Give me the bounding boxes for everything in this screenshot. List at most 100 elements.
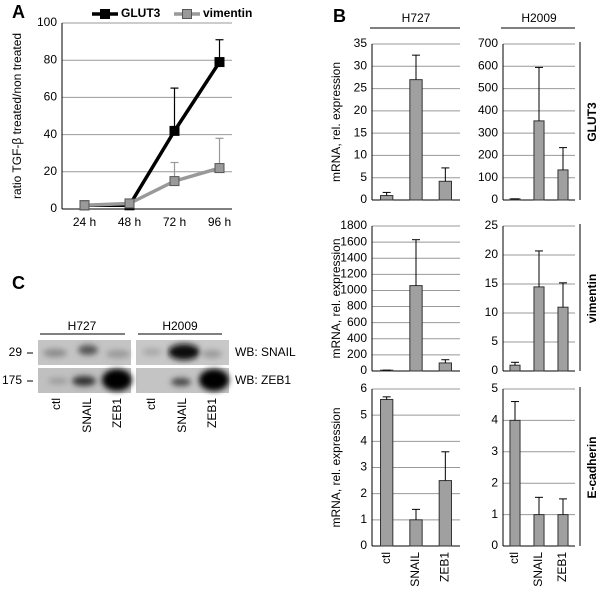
column-title: H727 <box>402 11 431 25</box>
lane-label: ZEB1 <box>110 398 124 428</box>
y-tick-label: 20 <box>44 164 58 178</box>
y-tick-label: 25 <box>354 81 368 95</box>
y-tick-label: 35 <box>354 36 368 50</box>
y-tick-label: 2 <box>491 475 498 489</box>
y-tick-label: 100 <box>37 15 57 29</box>
legend-label: GLUT3 <box>121 6 161 20</box>
lane-label: ctl <box>144 398 158 410</box>
y-tick-label: 1000 <box>340 283 367 297</box>
y-tick-label: 5 <box>491 381 498 395</box>
y-tick-label: 40 <box>44 127 58 141</box>
y-tick-label: 400 <box>478 103 498 117</box>
legend-marker <box>100 9 110 19</box>
y-tick-label: 0 <box>491 363 498 377</box>
y-tick-label: 700 <box>478 36 498 50</box>
y-axis-label: mRNA, rel. expression <box>329 62 343 182</box>
row-label: GLUT3 <box>585 102 599 142</box>
legend-marker <box>182 9 192 19</box>
y-tick-label: 1200 <box>340 267 367 281</box>
y-tick-label: 0 <box>50 201 57 215</box>
y-tick-label: 1600 <box>340 234 367 248</box>
y-tick-label: 600 <box>478 58 498 72</box>
lane-label: ctl <box>49 398 63 410</box>
y-tick-label: 3 <box>491 444 498 458</box>
y-tick-label: 400 <box>347 331 367 345</box>
y-tick-label: 1400 <box>340 250 367 264</box>
panel-label: B <box>333 6 346 26</box>
y-tick-label: 2 <box>360 486 367 500</box>
y-tick-label: 20 <box>354 103 368 117</box>
point <box>169 176 180 187</box>
antibody-label: WB: SNAIL <box>235 345 296 359</box>
x-tick-label: ctl <box>507 552 521 564</box>
panel-label: A <box>12 2 25 22</box>
lane-label: ZEB1 <box>205 398 219 428</box>
lane-label: SNAIL <box>175 398 189 433</box>
y-tick-label: 800 <box>347 299 367 313</box>
x-tick-label: 24 h <box>73 215 96 229</box>
bar <box>557 514 569 547</box>
marker-label: 29 <box>9 345 23 359</box>
x-tick-label: SNAIL <box>408 552 422 587</box>
bar <box>557 169 569 201</box>
y-tick-label: 80 <box>44 52 58 66</box>
y-tick-label: 60 <box>44 90 58 104</box>
bar <box>380 195 394 201</box>
bar <box>380 398 394 547</box>
y-tick-label: 200 <box>478 148 498 162</box>
y-tick-label: 100 <box>478 170 498 184</box>
y-tick-label: 3 <box>360 460 367 474</box>
y-tick-label: 0 <box>360 538 367 552</box>
y-tick-label: 1800 <box>340 218 367 232</box>
point <box>214 57 225 68</box>
x-tick-label: ZEB1 <box>438 552 452 582</box>
y-tick-label: 0 <box>491 538 498 552</box>
bar <box>509 419 521 547</box>
y-tick-label: 10 <box>354 148 368 162</box>
y-tick-label: 6 <box>360 381 367 395</box>
x-tick-label: 96 h <box>208 215 231 229</box>
bar <box>409 519 423 547</box>
row-label: E-cadherin <box>585 436 599 498</box>
y-tick-label: 5 <box>360 170 367 184</box>
y-tick-label: 25 <box>485 218 499 232</box>
point <box>169 125 180 136</box>
column-title: H2009 <box>521 11 557 25</box>
x-tick-label: ctl <box>379 552 393 564</box>
y-tick-label: 30 <box>354 58 368 72</box>
bar <box>557 306 569 372</box>
series-line <box>84 61 221 208</box>
lane-label: SNAIL <box>80 398 94 433</box>
y-axis-label: mRNA, rel. expression <box>329 407 343 527</box>
y-tick-label: 5 <box>491 334 498 348</box>
series-line <box>84 166 220 208</box>
cell-line: H727 <box>68 319 97 333</box>
y-tick-label: 1 <box>491 507 498 521</box>
x-tick-label: ZEB1 <box>555 552 569 582</box>
bar <box>438 362 452 372</box>
bar <box>509 364 521 372</box>
y-tick-label: 600 <box>347 315 367 329</box>
y-tick-label: 200 <box>347 347 367 361</box>
y-tick-label: 20 <box>485 247 499 261</box>
y-tick-label: 0 <box>491 192 498 206</box>
row-label: vimentin <box>585 274 599 323</box>
y-tick-label: 5 <box>360 407 367 421</box>
legend-label: vimentin <box>203 6 252 20</box>
y-tick-label: 300 <box>478 125 498 139</box>
y-axis-label: mRNA, rel. expression <box>329 238 343 358</box>
y-tick-label: 10 <box>485 305 499 319</box>
x-tick-label: 72 h <box>163 215 186 229</box>
bar <box>409 79 423 201</box>
bar <box>533 286 545 372</box>
point <box>124 198 135 209</box>
x-tick-label: SNAIL <box>531 552 545 587</box>
y-tick-label: 500 <box>478 81 498 95</box>
cell-line: H2009 <box>162 319 198 333</box>
panel-label: C <box>12 273 25 293</box>
bar <box>438 180 452 201</box>
y-axis-label: ratio TGF-β treated/non treated <box>10 33 24 199</box>
bar <box>438 480 452 547</box>
x-tick-label: 48 h <box>118 215 141 229</box>
